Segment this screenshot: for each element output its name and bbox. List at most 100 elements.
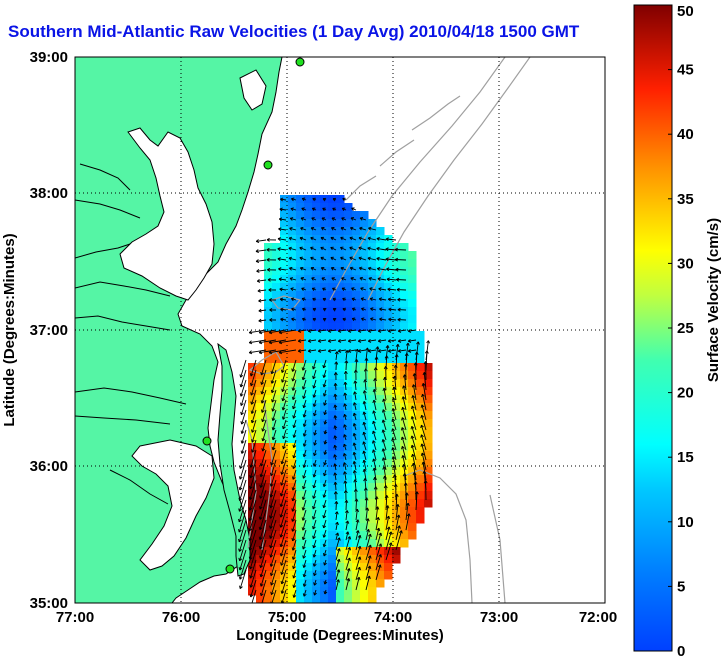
velocity-arrow-head xyxy=(424,350,428,354)
velocity-arrow xyxy=(382,409,387,421)
velocity-arrow-head xyxy=(354,498,357,502)
velocity-arrow-head xyxy=(282,426,286,430)
velocity-arrow-head xyxy=(270,554,274,558)
velocity-arrow xyxy=(405,492,408,511)
velocity-arrow-head xyxy=(349,267,353,271)
velocity-cell xyxy=(400,315,409,324)
velocity-arrow-head xyxy=(367,237,371,241)
velocity-arrow xyxy=(370,318,377,321)
velocity-arrow-head xyxy=(334,351,338,355)
velocity-arrow xyxy=(261,589,267,603)
velocity-arrow-head xyxy=(332,308,336,312)
velocity-cell xyxy=(280,315,289,324)
velocity-arrow xyxy=(421,452,427,471)
velocity-arrow-head xyxy=(269,319,273,322)
velocity-cell xyxy=(272,387,281,396)
velocity-cell xyxy=(368,427,377,436)
velocity-cell xyxy=(368,411,377,420)
velocity-arrow-head xyxy=(241,421,245,425)
velocity-cell xyxy=(424,427,433,436)
velocity-cell xyxy=(288,251,297,260)
velocity-arrow-head xyxy=(241,441,245,444)
velocity-arrow-head xyxy=(370,308,373,312)
velocity-arrow xyxy=(250,569,257,588)
velocity-cell xyxy=(416,435,425,444)
velocity-arrow xyxy=(323,479,327,487)
lon-tick: 77:00 xyxy=(56,609,94,626)
velocity-cell xyxy=(264,395,273,404)
velocity-cell xyxy=(272,251,281,260)
velocity-cell xyxy=(312,403,321,412)
velocity-cell xyxy=(416,411,425,420)
velocity-cell xyxy=(328,203,337,212)
velocity-cell xyxy=(368,451,377,460)
velocity-arrow xyxy=(281,459,287,475)
velocity-arrow-head xyxy=(416,341,419,345)
velocity-arrow xyxy=(394,375,397,391)
velocity-cell xyxy=(264,307,273,316)
velocity-cell xyxy=(384,251,393,260)
velocity-cell xyxy=(360,379,369,388)
velocity-arrow xyxy=(238,499,247,523)
velocity-arrow-head xyxy=(313,536,316,539)
velocity-cell xyxy=(400,523,409,532)
velocity-arrow-head xyxy=(298,340,302,343)
velocity-arrow-head xyxy=(364,357,367,361)
velocity-cell xyxy=(312,283,321,292)
velocity-cell xyxy=(288,283,297,292)
velocity-arrow-head xyxy=(342,198,345,202)
velocity-arrow-head xyxy=(239,567,243,571)
velocity-cell xyxy=(336,211,345,220)
velocity-arrow-head xyxy=(324,462,327,466)
velocity-cell xyxy=(328,499,337,508)
velocity-cell xyxy=(312,203,321,212)
velocity-arrow xyxy=(385,531,392,551)
velocity-cell xyxy=(384,283,393,292)
velocity-cell xyxy=(256,419,265,428)
velocity-cell xyxy=(264,491,273,500)
velocity-arrow xyxy=(282,439,287,449)
velocity-arrow-head xyxy=(354,359,357,363)
velocity-cell xyxy=(336,579,345,588)
velocity-arrow-head xyxy=(388,318,392,322)
velocity-cell xyxy=(256,451,265,460)
velocity-arrow-head xyxy=(385,238,389,242)
lat-tick: 37:00 xyxy=(30,322,68,339)
velocity-arrow xyxy=(365,518,369,531)
velocity-arrow xyxy=(323,379,327,388)
velocity-cell xyxy=(360,283,369,292)
velocity-cell xyxy=(264,531,273,540)
velocity-arrow xyxy=(370,308,377,311)
velocity-cell xyxy=(272,283,281,292)
velocity-arrow xyxy=(374,378,377,391)
velocity-arrow xyxy=(318,339,327,342)
velocity-arrow-head xyxy=(323,495,327,498)
velocity-arrow xyxy=(257,289,267,292)
velocity-arrow-head xyxy=(362,401,365,405)
velocity-cell xyxy=(272,395,281,404)
velocity-cell xyxy=(288,323,297,332)
velocity-arrow xyxy=(239,469,247,491)
velocity-cell xyxy=(416,467,425,476)
velocity-cell xyxy=(280,579,289,588)
velocity-arrow xyxy=(387,288,397,291)
velocity-arrow xyxy=(277,248,287,251)
velocity-cell xyxy=(344,291,353,300)
velocity-arrow xyxy=(280,469,287,486)
colorbar-tick-label: 40 xyxy=(677,126,694,143)
velocity-arrow-head xyxy=(270,601,272,603)
velocity-arrow-head xyxy=(310,267,314,271)
velocity-arrow-head xyxy=(311,277,314,281)
velocity-arrow-head xyxy=(313,453,317,457)
velocity-arrow-head xyxy=(299,237,303,241)
velocity-arrow-head xyxy=(401,407,403,411)
velocity-arrow-head xyxy=(333,404,336,408)
velocity-arrow xyxy=(401,436,407,451)
velocity-arrow-head xyxy=(391,438,393,442)
velocity-arrow-head xyxy=(292,566,296,570)
velocity-cell xyxy=(312,499,321,508)
velocity-arrow-head xyxy=(303,584,307,587)
velocity-cell xyxy=(368,267,377,276)
velocity-cell xyxy=(304,443,313,452)
velocity-arrow xyxy=(320,237,327,241)
